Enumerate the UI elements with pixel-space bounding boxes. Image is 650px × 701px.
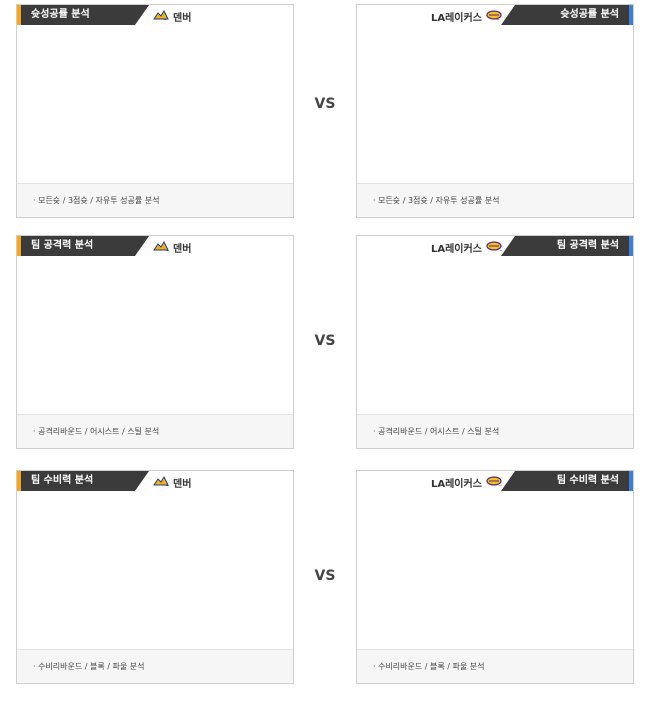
team-label: 0.00%36.67%73.33%110.00%토토박사totobaksa.co… xyxy=(153,0,430,148)
chart-caption: · 공격리바운드 / 어시스트 / 스틸 분석 xyxy=(357,414,633,448)
y-tick-label: 30 xyxy=(165,485,169,487)
team-label: LA레이커스 0275380토토박사totobaksa.com토토박사03.30… xyxy=(431,227,650,379)
team-label: 0102030토토박사totobaksa.com토토박사03.2803.3004… xyxy=(153,462,422,614)
denver-logo-icon: 0275380토토박사totobaksa.com토토박사03.2803.3004… xyxy=(153,227,422,379)
y-tick-label: 110.00% xyxy=(163,19,169,21)
vs-label: VS xyxy=(314,333,336,349)
team-name: LA레이커스 xyxy=(431,479,482,490)
panel-tab-title: 팀 공격력 분석 xyxy=(17,236,149,256)
chart-area xyxy=(357,495,635,639)
panel-offense-denver: 팀 공격력 분석 0275380토토박사totobaksa.com토토박사03.… xyxy=(16,227,422,449)
panel-tab-title: 슛성공률 분석 xyxy=(17,5,149,25)
vs-label: VS xyxy=(314,96,336,112)
panel-tab-title: 팀 수비력 분석 xyxy=(17,471,149,491)
panel-shooting-denver: 슛성공률 분석 0.00%36.67%73.33%110.00%토토박사toto… xyxy=(16,0,430,218)
chart-caption: · 모든슛 / 3점슛 / 자유투 성공률 분석 xyxy=(17,183,293,217)
team-label: 0275380토토박사totobaksa.com토토박사03.2803.3004… xyxy=(153,227,422,379)
panel-defense-lakers: LA레이커스 0102030토토박사totobaksa.com토토박사03.30… xyxy=(356,462,650,684)
lakers-logo-icon: 0102030토토박사totobaksa.com토토박사03.3004.0104… xyxy=(486,462,650,614)
chart-area xyxy=(357,260,635,404)
lakers-logo-icon: 0.00%36.67%73.33%110.00%토토박사totobaksa.co… xyxy=(486,5,650,148)
panel-defense-denver: 팀 수비력 분석 0102030토토박사totobaksa.com토토박사03.… xyxy=(16,462,422,684)
chart-caption: · 모든슛 / 3점슛 / 자유투 성공률 분석 xyxy=(357,183,633,217)
team-label: LA레이커스 0.00%36.67%73.33%110.00%토토박사totob… xyxy=(431,5,650,148)
panel-tab-title: 팀 수비력 분석 xyxy=(501,471,633,491)
panel-tab-title: 팀 공격력 분석 xyxy=(501,236,633,256)
panel-tab-title: 슛성공률 분석 xyxy=(501,5,633,25)
chart-area xyxy=(357,29,635,173)
team-name: LA레이커스 xyxy=(431,13,482,24)
team-name: 덴버 xyxy=(173,479,192,490)
denver-logo-icon: 0102030토토박사totobaksa.com토토박사03.2803.3004… xyxy=(153,462,422,614)
y-tick-label: 80 xyxy=(165,250,169,252)
chart-caption: · 수비리바운드 / 블록 / 파울 분석 xyxy=(357,649,633,683)
denver-logo-icon: 0.00%36.67%73.33%110.00%토토박사totobaksa.co… xyxy=(153,0,430,148)
team-name: 덴버 xyxy=(173,244,192,255)
panel-offense-lakers: LA레이커스 0275380토토박사totobaksa.com토토박사03.30… xyxy=(356,227,650,449)
chart-caption: · 공격리바운드 / 어시스트 / 스틸 분석 xyxy=(17,414,293,448)
lakers-logo-icon: 0275380토토박사totobaksa.com토토박사03.3004.0104… xyxy=(486,227,650,379)
chart-caption: · 수비리바운드 / 블록 / 파울 분석 xyxy=(17,649,293,683)
chart-area xyxy=(17,29,295,173)
chart-area xyxy=(17,495,295,639)
team-name: LA레이커스 xyxy=(431,244,482,255)
team-name: 덴버 xyxy=(173,13,192,24)
panel-shooting-lakers: LA레이커스 0.00%36.67%73.33%110.00%토토박사totob… xyxy=(356,4,650,218)
chart-area xyxy=(17,260,295,404)
team-label: LA레이커스 0102030토토박사totobaksa.com토토박사03.30… xyxy=(431,462,650,614)
vs-label: VS xyxy=(314,568,336,584)
